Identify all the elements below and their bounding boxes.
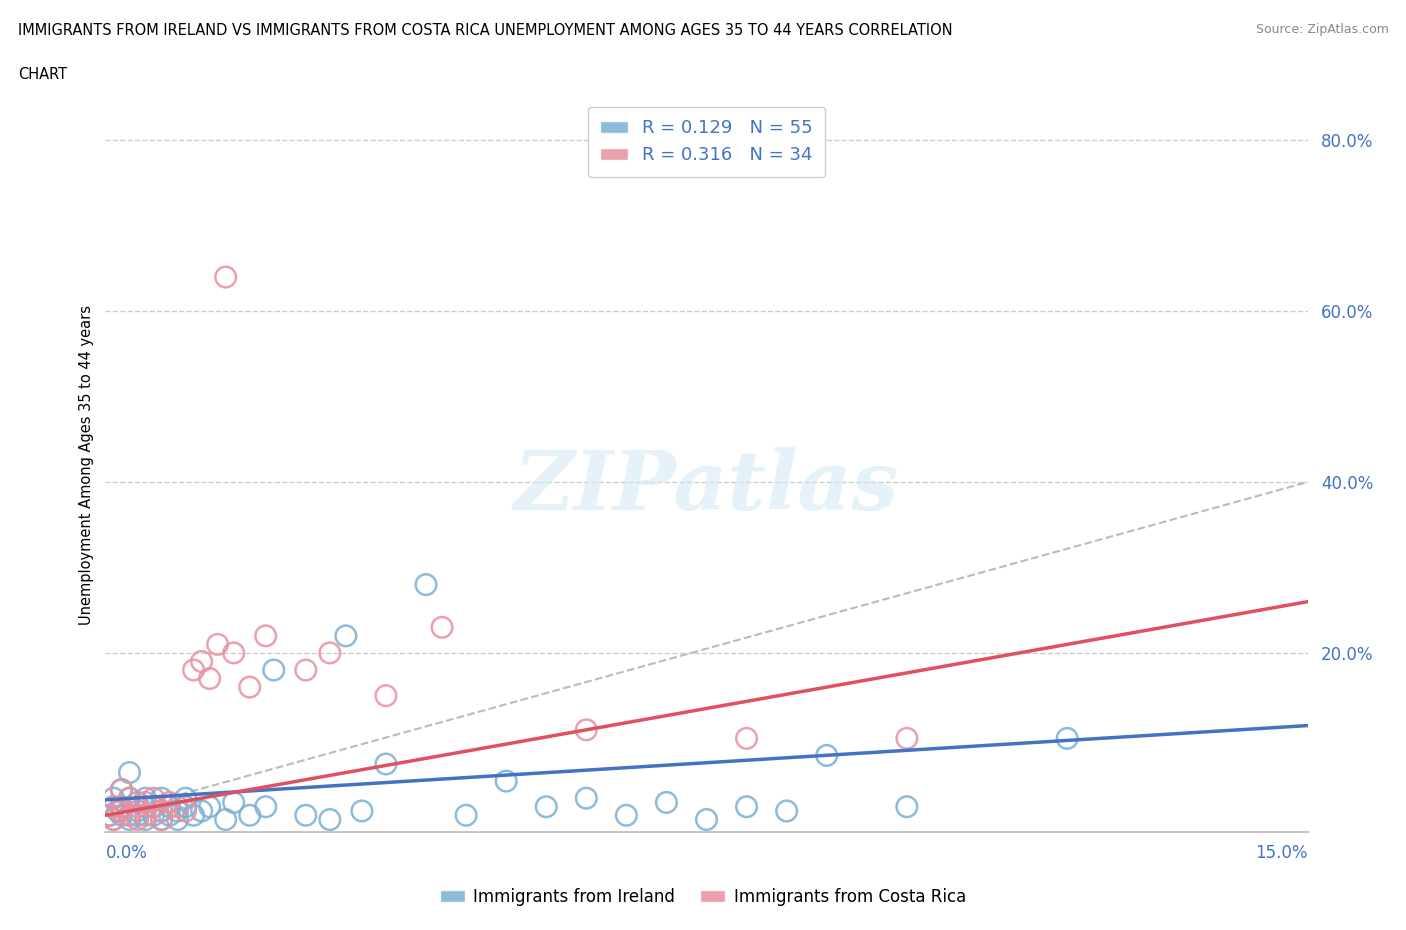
Point bbox=[103, 799, 125, 814]
Point bbox=[135, 795, 157, 810]
Point bbox=[110, 782, 132, 797]
Point bbox=[183, 808, 205, 823]
Point bbox=[374, 688, 398, 703]
Point bbox=[118, 765, 141, 780]
Point bbox=[150, 790, 173, 805]
Point bbox=[454, 808, 477, 823]
Point bbox=[110, 808, 132, 823]
Point bbox=[142, 799, 165, 814]
Text: IMMIGRANTS FROM IRELAND VS IMMIGRANTS FROM COSTA RICA UNEMPLOYMENT AMONG AGES 35: IMMIGRANTS FROM IRELAND VS IMMIGRANTS FR… bbox=[18, 23, 953, 38]
Point bbox=[198, 671, 221, 686]
Point bbox=[98, 808, 121, 823]
Point bbox=[415, 578, 437, 592]
Point bbox=[127, 799, 149, 814]
Point bbox=[159, 808, 181, 823]
Point bbox=[110, 799, 132, 814]
Point bbox=[214, 270, 236, 285]
Point bbox=[214, 812, 236, 827]
Point bbox=[118, 808, 141, 823]
Y-axis label: Unemployment Among Ages 35 to 44 years: Unemployment Among Ages 35 to 44 years bbox=[79, 305, 94, 625]
Point bbox=[166, 812, 188, 827]
Point bbox=[295, 808, 318, 823]
Point bbox=[174, 804, 197, 818]
Point bbox=[335, 629, 357, 644]
Point bbox=[166, 799, 188, 814]
Point bbox=[110, 804, 132, 818]
Point bbox=[655, 795, 678, 810]
Point bbox=[207, 637, 229, 652]
Point bbox=[110, 782, 132, 797]
Point bbox=[616, 808, 638, 823]
Point bbox=[98, 808, 121, 823]
Point bbox=[103, 799, 125, 814]
Point bbox=[107, 804, 129, 818]
Point bbox=[190, 804, 212, 818]
Point bbox=[495, 774, 517, 789]
Point bbox=[430, 620, 453, 635]
Point bbox=[254, 799, 277, 814]
Point bbox=[222, 795, 245, 810]
Point bbox=[127, 804, 149, 818]
Point bbox=[103, 812, 125, 827]
Point bbox=[166, 804, 188, 818]
Point bbox=[319, 812, 342, 827]
Point bbox=[534, 799, 557, 814]
Text: 15.0%: 15.0% bbox=[1256, 844, 1308, 862]
Point bbox=[159, 795, 181, 810]
Legend: R = 0.129   N = 55, R = 0.316   N = 34: R = 0.129 N = 55, R = 0.316 N = 34 bbox=[588, 107, 825, 177]
Point bbox=[135, 790, 157, 805]
Point bbox=[239, 680, 262, 695]
Text: ZIPatlas: ZIPatlas bbox=[513, 447, 900, 527]
Point bbox=[135, 799, 157, 814]
Point bbox=[575, 790, 598, 805]
Point bbox=[222, 645, 245, 660]
Point bbox=[254, 629, 277, 644]
Point bbox=[127, 812, 149, 827]
Point bbox=[198, 799, 221, 814]
Point bbox=[118, 812, 141, 827]
Point bbox=[118, 790, 141, 805]
Point bbox=[696, 812, 718, 827]
Point bbox=[135, 808, 157, 823]
Point bbox=[118, 808, 141, 823]
Legend: Immigrants from Ireland, Immigrants from Costa Rica: Immigrants from Ireland, Immigrants from… bbox=[433, 881, 973, 912]
Point bbox=[776, 804, 799, 818]
Point bbox=[1056, 731, 1078, 746]
Point bbox=[350, 804, 373, 818]
Point bbox=[103, 790, 125, 805]
Point bbox=[110, 799, 132, 814]
Point bbox=[735, 799, 758, 814]
Point bbox=[150, 804, 173, 818]
Text: Source: ZipAtlas.com: Source: ZipAtlas.com bbox=[1256, 23, 1389, 36]
Point bbox=[118, 790, 141, 805]
Point bbox=[159, 799, 181, 814]
Point bbox=[150, 812, 173, 827]
Point bbox=[815, 748, 838, 763]
Point bbox=[263, 662, 285, 677]
Point bbox=[142, 790, 165, 805]
Point bbox=[127, 808, 149, 823]
Point bbox=[239, 808, 262, 823]
Point bbox=[150, 804, 173, 818]
Point bbox=[103, 812, 125, 827]
Point bbox=[374, 757, 398, 772]
Point bbox=[135, 812, 157, 827]
Point bbox=[174, 790, 197, 805]
Point bbox=[319, 645, 342, 660]
Point bbox=[174, 799, 197, 814]
Point bbox=[735, 731, 758, 746]
Point bbox=[896, 731, 918, 746]
Point bbox=[150, 812, 173, 827]
Text: CHART: CHART bbox=[18, 67, 67, 82]
Point bbox=[142, 799, 165, 814]
Point bbox=[142, 808, 165, 823]
Text: 0.0%: 0.0% bbox=[105, 844, 148, 862]
Point bbox=[575, 723, 598, 737]
Point bbox=[190, 654, 212, 669]
Point bbox=[183, 662, 205, 677]
Point bbox=[295, 662, 318, 677]
Point bbox=[896, 799, 918, 814]
Point bbox=[127, 795, 149, 810]
